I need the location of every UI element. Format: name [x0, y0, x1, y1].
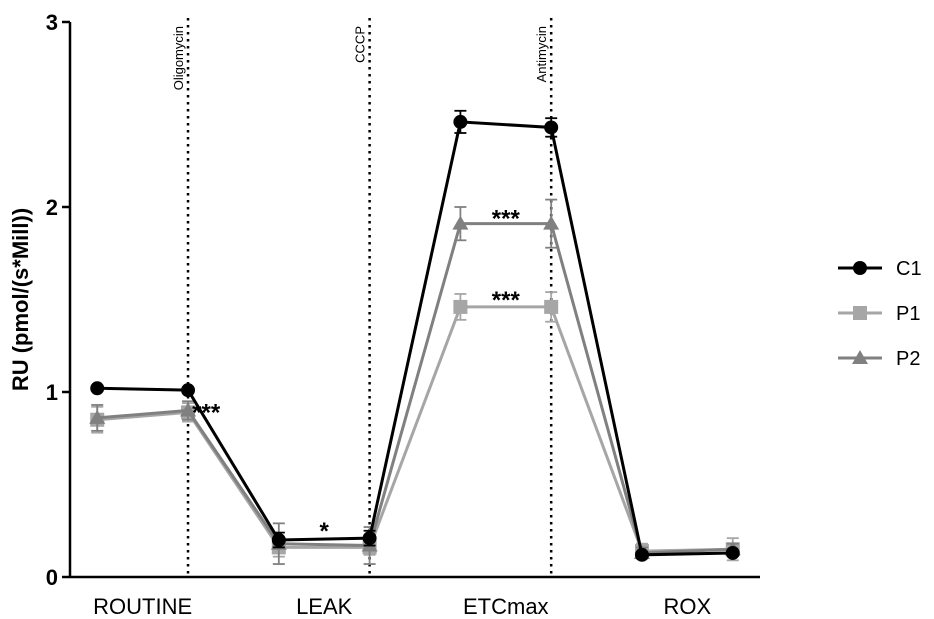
- marker-circle: [453, 114, 468, 129]
- legend-label: P1: [896, 303, 920, 325]
- legend-item-P1: P1: [838, 303, 920, 325]
- marker-circle: [853, 261, 867, 275]
- significance-label: *: [320, 518, 330, 545]
- significance-label: ***: [192, 400, 221, 427]
- injection-lines: Oligomycin CCCP Antimycin: [171, 18, 553, 577]
- marker-triangle: [543, 215, 560, 230]
- y-tick-label: 1: [46, 380, 58, 405]
- legend-item-P2: P2: [838, 348, 920, 370]
- marker-square: [853, 306, 867, 320]
- y-tick-label: 3: [46, 10, 58, 35]
- series-line: [97, 222, 733, 555]
- marker-circle: [634, 547, 649, 562]
- marker-circle: [181, 383, 196, 398]
- series-layer: [89, 109, 741, 565]
- marker-square: [453, 299, 468, 314]
- y-tick-label: 0: [46, 565, 58, 590]
- marker-circle: [90, 381, 105, 396]
- marker-circle: [544, 120, 559, 135]
- legend: C1 P1 P2: [838, 258, 922, 370]
- injection-label: Antimycin: [534, 26, 549, 82]
- x-category-label: LEAK: [296, 594, 353, 619]
- x-category-label: ROX: [664, 594, 712, 619]
- marker-triangle: [852, 350, 868, 364]
- legend-label: C1: [896, 258, 922, 280]
- axes: 0 1 2 3 RU (pmol/(s*Mill)) ROUTINE LEAK ETCmax R…: [8, 10, 760, 619]
- marker-square: [544, 299, 559, 314]
- series-line: [97, 305, 733, 553]
- marker-circle: [725, 545, 740, 560]
- series-line: [97, 120, 733, 557]
- marker-triangle: [180, 402, 197, 417]
- y-axis-label: RU (pmol/(s*Mill)): [8, 208, 33, 391]
- legend-label: P2: [896, 348, 920, 370]
- x-category-label: ROUTINE: [93, 594, 192, 619]
- marker-circle: [271, 533, 286, 547]
- x-category-label: ETCmax: [463, 594, 549, 619]
- series-C1: [90, 109, 740, 562]
- marker-circle: [362, 531, 377, 546]
- significance-label: ***: [492, 205, 521, 232]
- marker-triangle: [452, 215, 469, 230]
- injection-label: CCCP: [353, 26, 368, 63]
- legend-item-C1: C1: [838, 258, 922, 280]
- y-tick-label: 2: [46, 195, 58, 220]
- injection-label: Oligomycin: [171, 26, 186, 90]
- significance-label: ***: [492, 287, 521, 314]
- marker-triangle: [89, 409, 106, 424]
- annotations: **********: [192, 205, 520, 545]
